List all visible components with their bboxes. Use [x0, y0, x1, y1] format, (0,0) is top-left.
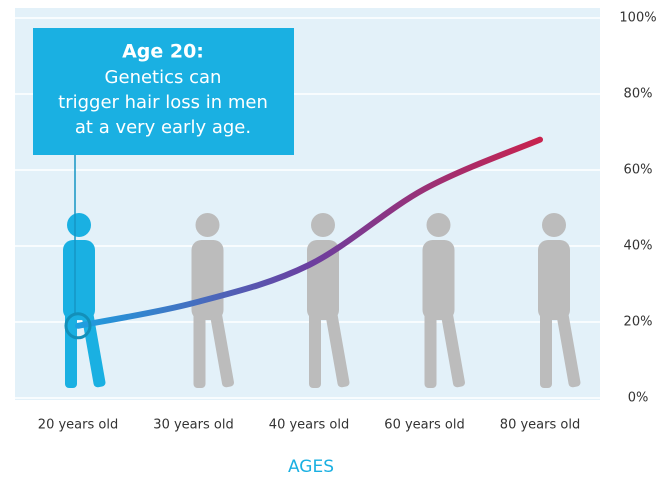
callout-box [33, 28, 294, 155]
y-tick-label: 40% [624, 239, 653, 254]
x-tick-label: 20 years old [38, 418, 118, 433]
silhouettes [63, 213, 581, 388]
head [311, 213, 335, 237]
leg [309, 312, 321, 388]
torso [538, 240, 570, 320]
highlight-point [64, 312, 92, 340]
trend-line [75, 136, 543, 329]
y-tick-label: 60% [624, 163, 653, 178]
callout-text: at a very early age. [75, 117, 251, 138]
leg [210, 311, 234, 388]
x-tick-label: 60 years old [384, 418, 464, 433]
leg [556, 311, 581, 388]
leg [540, 312, 552, 388]
callout-text: trigger hair loss in men [58, 92, 268, 113]
callout-title: Age 20: [122, 41, 204, 63]
leg [424, 312, 437, 388]
x-tick-label: 30 years old [153, 418, 233, 433]
leg [325, 311, 350, 388]
y-tick-label: 100% [619, 11, 656, 26]
x-tick-label: 40 years old [269, 418, 349, 433]
x-axis-label: AGES [288, 457, 334, 477]
head [67, 213, 91, 237]
x-tick-label: 80 years old [500, 418, 580, 433]
callout-text: Genetics can [105, 67, 222, 88]
marks: Age 20: Genetics can trigger hair loss in … [33, 28, 543, 340]
leg [193, 312, 206, 388]
leg [441, 311, 465, 388]
y-tick-label: 0% [628, 391, 649, 406]
head [542, 213, 566, 237]
head [426, 213, 451, 237]
torso [63, 240, 95, 320]
torso [191, 240, 224, 320]
person-silhouette [422, 213, 465, 388]
head [195, 213, 220, 237]
y-tick-label: 80% [624, 87, 653, 102]
person-silhouette [538, 213, 581, 388]
torso [422, 240, 455, 320]
y-tick-label: 20% [624, 315, 653, 330]
